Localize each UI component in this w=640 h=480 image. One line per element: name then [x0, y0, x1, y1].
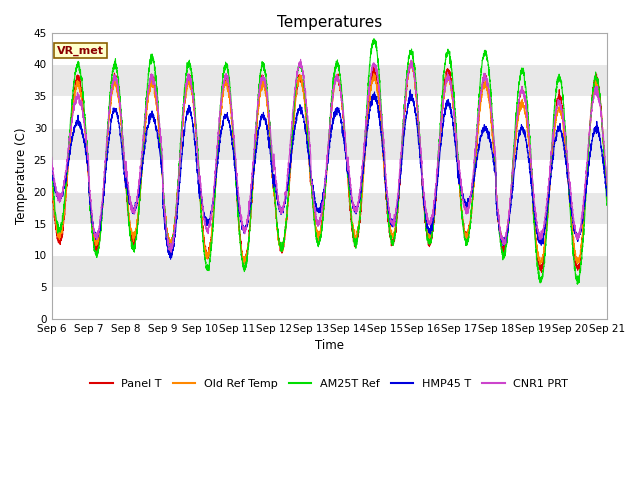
- Bar: [52, 128, 607, 160]
- Bar: [52, 192, 607, 224]
- Bar: [52, 255, 607, 287]
- Bar: [52, 160, 607, 192]
- Bar: [52, 96, 607, 128]
- Bar: [52, 224, 607, 255]
- Legend: Panel T, Old Ref Temp, AM25T Ref, HMP45 T, CNR1 PRT: Panel T, Old Ref Temp, AM25T Ref, HMP45 …: [86, 375, 573, 394]
- Title: Temperatures: Temperatures: [276, 15, 382, 30]
- Y-axis label: Temperature (C): Temperature (C): [15, 128, 28, 224]
- Bar: [52, 33, 607, 64]
- Bar: [52, 64, 607, 96]
- Bar: [52, 287, 607, 319]
- X-axis label: Time: Time: [315, 339, 344, 352]
- Text: VR_met: VR_met: [57, 46, 104, 56]
